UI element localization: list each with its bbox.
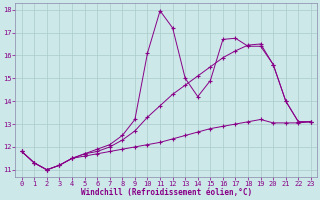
X-axis label: Windchill (Refroidissement éolien,°C): Windchill (Refroidissement éolien,°C) [81, 188, 252, 197]
